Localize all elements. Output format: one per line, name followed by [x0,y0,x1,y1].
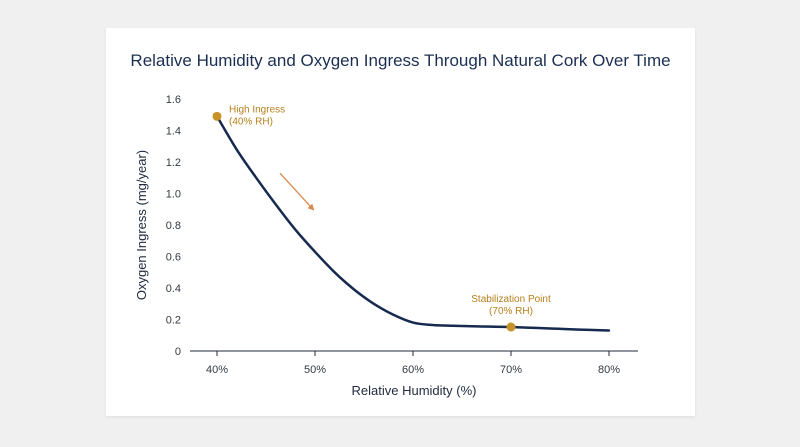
y-tick-label: 0.4 [166,283,181,295]
x-tick-label: 50% [304,364,326,376]
trend-arrow [279,172,315,211]
x-tick-label: 40% [206,364,228,376]
y-tick-label: 1.6 [166,94,181,106]
y-tick-label: 1.0 [166,189,181,201]
x-axis-title: Relative Humidity (%) [352,383,477,398]
x-tick-label: 80% [598,364,620,376]
annotation-marker [212,111,222,121]
y-tick-label: 1.2 [166,157,181,169]
y-tick-label: 0 [175,346,181,358]
y-tick-label: 1.4 [166,126,181,138]
annotation-label: (40% RH) [229,116,273,127]
x-tick-label: 70% [500,364,522,376]
y-tick-label: 0.6 [166,252,181,264]
y-axis-title: Oxygen Ingress (mg/year) [134,150,149,300]
x-tick-label: 60% [402,364,424,376]
chart-title: Relative Humidity and Oxygen Ingress Thr… [130,51,671,70]
y-tick-label: 0.2 [166,315,181,327]
annotation-label: High Ingress [229,104,285,115]
annotation-label: (70% RH) [489,306,533,317]
series-line [215,115,611,332]
y-tick-label: 0.8 [166,220,181,232]
annotation-label: Stabilization Point [471,294,551,305]
annotation-marker [506,322,516,332]
